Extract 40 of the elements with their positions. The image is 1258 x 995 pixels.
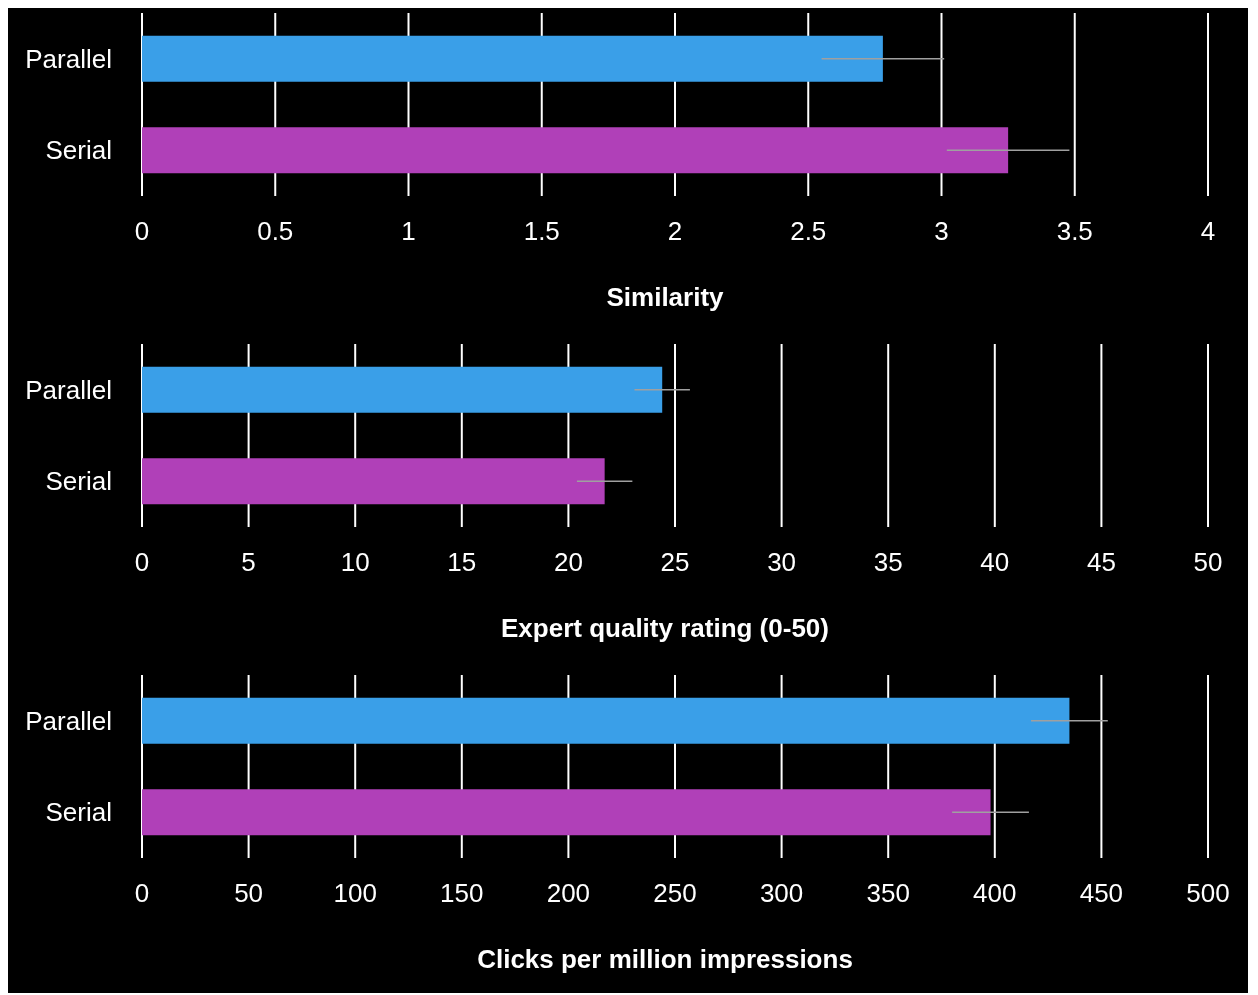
x-tick-label: 2.5 <box>790 216 827 246</box>
x-tick-label: 0.5 <box>257 216 294 246</box>
x-tick-label: 350 <box>866 878 910 908</box>
x-tick-label: 20 <box>553 547 583 577</box>
y-tick-label: Parallel <box>25 43 112 74</box>
x-tick-label: 0 <box>134 216 150 246</box>
x-tick-label: 0 <box>134 547 150 577</box>
x-tick-label: 400 <box>973 878 1017 908</box>
y-tick-label: Serial <box>45 466 112 497</box>
x-tick-label: 50 <box>1193 547 1223 577</box>
y-tick-label: Parallel <box>25 374 112 405</box>
x-tick-label: 10 <box>340 547 370 577</box>
x-tick-label: 5 <box>241 547 256 577</box>
x-tick-label: 100 <box>333 878 377 908</box>
x-tick-label: 450 <box>1079 878 1124 908</box>
x-axis-title: Similarity <box>606 282 725 312</box>
y-tick-label: Serial <box>45 135 112 166</box>
x-tick-label: 50 <box>234 878 264 908</box>
y-tick-label: Serial <box>45 797 112 828</box>
x-tick-label: 1 <box>401 216 416 246</box>
x-tick-label: 45 <box>1086 547 1116 577</box>
x-tick-label: 30 <box>767 547 797 577</box>
x-tick-label: 2 <box>667 216 683 246</box>
x-tick-label: 200 <box>546 878 591 908</box>
x-tick-label: 4 <box>1200 216 1216 246</box>
x-tick-label: 3 <box>934 216 949 246</box>
x-tick-label: 35 <box>873 547 903 577</box>
x-tick-label: 15 <box>447 547 477 577</box>
y-tick-label: Parallel <box>25 705 112 736</box>
x-axis-title: Expert quality rating (0-50) <box>501 613 829 643</box>
x-tick-label: 40 <box>980 547 1010 577</box>
x-axis-title: Clicks per million impressions <box>477 944 853 974</box>
x-tick-label: 500 <box>1186 878 1230 908</box>
x-tick-label: 3.5 <box>1056 216 1093 246</box>
x-tick-label: 250 <box>653 878 697 908</box>
x-tick-label: 300 <box>759 878 804 908</box>
x-tick-label: 1.5 <box>523 216 560 246</box>
x-tick-label: 150 <box>440 878 484 908</box>
x-tick-label: 0 <box>134 878 150 908</box>
x-tick-label: 25 <box>660 547 690 577</box>
